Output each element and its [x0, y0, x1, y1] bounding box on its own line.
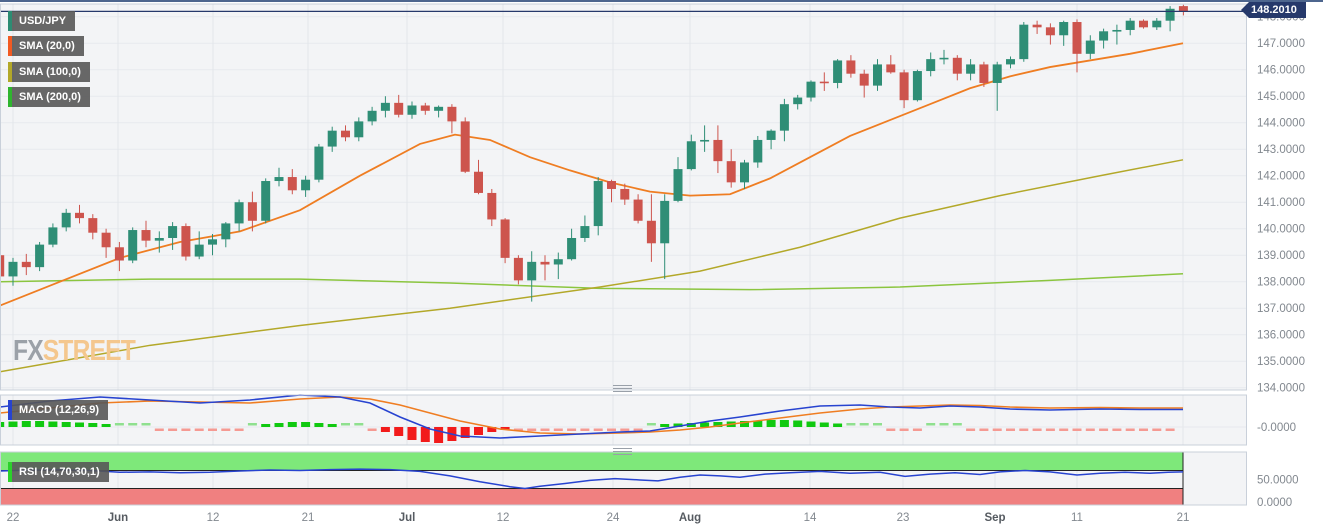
time-axis[interactable]	[0, 505, 1247, 531]
panel-splitter-macd[interactable]	[613, 385, 632, 392]
svg-text:147.0000: 147.0000	[1257, 38, 1305, 50]
macd-chip-label: MACD (12,26,9)	[19, 404, 100, 416]
svg-text:-0.0000: -0.0000	[1257, 422, 1296, 434]
svg-text:143.0000: 143.0000	[1257, 144, 1305, 156]
rsi-chip-label: RSI (14,70,30,1)	[19, 466, 100, 478]
svg-text:140.0000: 140.0000	[1257, 224, 1305, 236]
svg-text:0.0000: 0.0000	[1257, 497, 1292, 509]
svg-text:136.0000: 136.0000	[1257, 330, 1305, 342]
svg-text:12: 12	[497, 512, 510, 524]
svg-text:139.0000: 139.0000	[1257, 250, 1305, 262]
svg-text:141.0000: 141.0000	[1257, 197, 1305, 209]
svg-text:Jun: Jun	[108, 512, 128, 524]
svg-text:21: 21	[1177, 512, 1190, 524]
sma200-chip-label: SMA (200,0)	[19, 91, 81, 103]
price-badge-value: 148.2010	[1249, 2, 1306, 18]
sma20-chip[interactable]: SMA (20,0)	[8, 36, 84, 56]
svg-text:145.0000: 145.0000	[1257, 91, 1305, 103]
svg-text:Aug: Aug	[679, 512, 701, 524]
svg-text:14: 14	[804, 512, 817, 524]
price-axis[interactable]	[1247, 2, 1323, 505]
svg-text:146.0000: 146.0000	[1257, 65, 1305, 77]
price-badge-arrow-icon	[1241, 2, 1249, 18]
fxstreet-watermark-street: STREET	[42, 335, 136, 367]
svg-text:12: 12	[207, 512, 220, 524]
macd-chip[interactable]: MACD (12,26,9)	[8, 400, 109, 420]
fxstreet-watermark-fx: FX	[13, 335, 44, 367]
svg-text:24: 24	[607, 512, 620, 524]
svg-text:Sep: Sep	[984, 512, 1005, 524]
sma200-chip[interactable]: SMA (200,0)	[8, 87, 90, 107]
svg-text:Jul: Jul	[399, 512, 416, 524]
sma20-chip-label: SMA (20,0)	[19, 40, 75, 52]
svg-text:138.0000: 138.0000	[1257, 277, 1305, 289]
panel-splitter-rsi[interactable]	[613, 448, 632, 455]
svg-text:134.0000: 134.0000	[1257, 383, 1305, 395]
svg-text:23: 23	[897, 512, 910, 524]
sma100-chip-label: SMA (100,0)	[19, 66, 81, 78]
svg-text:142.0000: 142.0000	[1257, 171, 1305, 183]
svg-text:11: 11	[1071, 512, 1083, 524]
svg-text:135.0000: 135.0000	[1257, 356, 1305, 368]
symbol-chip[interactable]: USD/JPY	[8, 11, 76, 31]
svg-text:50.0000: 50.0000	[1257, 475, 1299, 487]
svg-text:144.0000: 144.0000	[1257, 118, 1305, 130]
svg-text:137.0000: 137.0000	[1257, 303, 1305, 315]
svg-text:22: 22	[7, 512, 20, 524]
rsi-chip[interactable]: RSI (14,70,30,1)	[8, 462, 109, 482]
svg-text:21: 21	[302, 512, 315, 524]
current-price-badge: 148.2010	[1241, 2, 1306, 18]
symbol-chip-label: USD/JPY	[19, 15, 67, 27]
sma100-chip[interactable]: SMA (100,0)	[8, 62, 90, 82]
fxstreet-watermark: FXSTREET	[13, 335, 136, 368]
